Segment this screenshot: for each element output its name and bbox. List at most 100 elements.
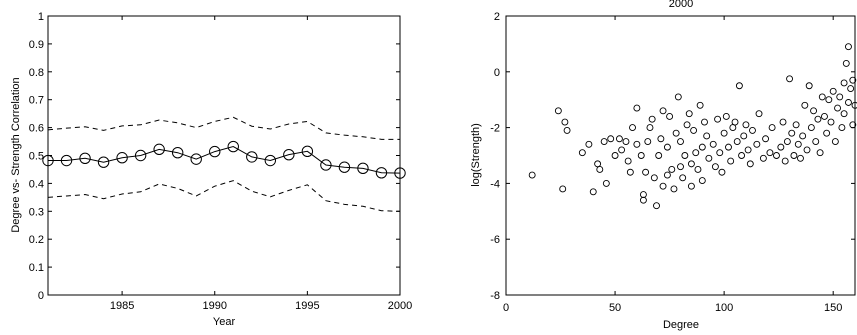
left-y-tick-label: 0 xyxy=(38,290,44,302)
scatter-point xyxy=(718,168,726,176)
scatter-point xyxy=(639,196,647,204)
scatter-point xyxy=(618,146,626,154)
scatter-point xyxy=(711,163,719,171)
right-chart-title: 2000 xyxy=(669,0,693,10)
scatter-point xyxy=(528,171,536,179)
scatter-point xyxy=(781,157,789,165)
scatter-point xyxy=(644,138,652,146)
scatter-point xyxy=(838,124,846,132)
scatter-point xyxy=(705,154,713,162)
scatter-point xyxy=(663,143,671,151)
scatter-point xyxy=(727,157,735,165)
scatter-point xyxy=(794,140,802,148)
right-x-ticks: 0 50 100 150 xyxy=(503,16,842,314)
correlation-point xyxy=(116,152,128,164)
scatter-point xyxy=(799,132,807,140)
scatter-point xyxy=(670,185,678,193)
left-x-tick-label: 1985 xyxy=(110,300,134,312)
scatter-point xyxy=(624,157,632,165)
scatter-point xyxy=(733,138,741,146)
right-x-tick-label: 150 xyxy=(824,302,842,314)
scatter-point xyxy=(783,138,791,146)
right-y-tick-label: -4 xyxy=(490,178,500,190)
scatter-point xyxy=(766,149,774,157)
left-y-tick-label: 0.6 xyxy=(29,123,44,135)
right-x-tick-label: 100 xyxy=(715,302,733,314)
scatter-point xyxy=(725,143,732,151)
scatter-point xyxy=(738,152,746,159)
left-x-tick-label: 2000 xyxy=(388,300,412,312)
right-y-tick-label: 2 xyxy=(494,11,500,23)
scatter-point xyxy=(594,160,602,168)
scatter-point xyxy=(692,149,700,157)
scatter-point xyxy=(805,82,813,90)
scatter-point xyxy=(801,101,809,109)
correlation-point xyxy=(190,153,202,165)
scatter-point xyxy=(596,165,604,173)
scatter-point xyxy=(578,149,586,157)
scatter-point xyxy=(677,163,684,171)
scatter-point xyxy=(685,110,693,118)
left-y-tick-label: 0.2 xyxy=(29,234,44,246)
left-series-group xyxy=(42,116,406,212)
correlation-point xyxy=(338,161,351,173)
scatter-point xyxy=(731,118,739,126)
scatter-point xyxy=(740,132,748,140)
scatter-point xyxy=(836,93,844,101)
scatter-point xyxy=(773,152,780,159)
scatter-point xyxy=(851,101,857,109)
left-y-tick-label: 0.1 xyxy=(29,262,44,274)
scatter-point xyxy=(633,140,641,148)
scatter-point xyxy=(814,115,822,123)
scatter-point xyxy=(792,121,800,129)
scatter-point xyxy=(842,59,850,67)
left-x-tick-label: 1990 xyxy=(202,300,226,312)
scatter-point xyxy=(639,191,647,199)
scatter-point xyxy=(563,126,571,134)
scatter-point xyxy=(679,174,687,182)
scatter-point xyxy=(690,126,698,134)
correlation-point xyxy=(264,154,277,167)
right-y-tick-label: 0 xyxy=(494,67,500,79)
scatter-point xyxy=(768,124,776,132)
scatter-point xyxy=(759,154,767,162)
scatter-point xyxy=(589,188,597,196)
scatter-point xyxy=(633,104,641,112)
left-y-tick-label: 0.8 xyxy=(29,67,44,79)
correlation-point xyxy=(375,167,388,179)
right-y-axis-label: log(Strength) xyxy=(470,123,482,187)
scatter-point xyxy=(666,112,674,120)
scatter-point xyxy=(812,138,820,146)
scatter-point xyxy=(840,110,848,118)
strength-scatter-chart: 2000 -8 -6 -4 -2 0 2 0 50 100 150 Degree log(Str… xyxy=(470,0,857,331)
scatter-point xyxy=(703,132,711,140)
scatter-point xyxy=(659,107,667,115)
scatter-point xyxy=(659,182,667,190)
scatter-point xyxy=(648,115,656,123)
left-y-tick-label: 0.9 xyxy=(29,39,44,51)
scatter-point xyxy=(607,135,615,143)
scatter-point xyxy=(797,154,804,162)
scatter-point xyxy=(615,135,623,143)
scatter-point xyxy=(827,118,835,126)
correlation-point xyxy=(320,159,332,171)
scatter-point xyxy=(840,79,848,87)
scatter-point xyxy=(657,135,665,143)
scatter-point xyxy=(845,99,852,106)
left-x-ticks: 1985 1990 1995 2000 xyxy=(110,16,412,312)
scatter-point xyxy=(810,107,818,115)
correlation-point xyxy=(227,140,239,153)
scatter-point xyxy=(729,124,737,132)
correlation-point xyxy=(246,151,258,163)
scatter-point xyxy=(786,75,794,83)
scatter-point xyxy=(749,126,756,134)
scatter-point xyxy=(716,149,724,157)
scatter-point xyxy=(642,168,650,176)
right-y-ticks: -8 -6 -4 -2 0 2 xyxy=(490,11,855,302)
left-plot-frame xyxy=(47,15,401,296)
scatter-point xyxy=(829,87,837,95)
correlation-point xyxy=(209,145,221,158)
scatter-point xyxy=(790,152,798,159)
correlation-point xyxy=(394,167,406,179)
